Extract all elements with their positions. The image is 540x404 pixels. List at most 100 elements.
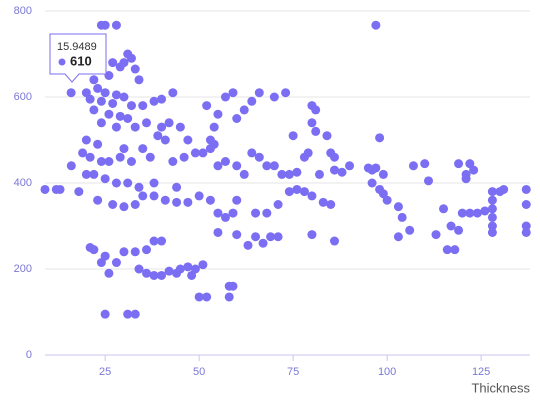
point: [149, 191, 159, 201]
point: [420, 159, 430, 169]
point: [111, 122, 121, 132]
point: [367, 165, 377, 175]
point: [108, 98, 118, 108]
point: [311, 105, 321, 115]
point: [74, 187, 84, 197]
point: [465, 208, 475, 218]
point: [179, 152, 189, 162]
point: [318, 197, 328, 207]
point: [138, 144, 148, 154]
point: [273, 232, 283, 242]
point: [126, 157, 136, 166]
point: [172, 182, 182, 192]
point: [104, 157, 114, 166]
point: [239, 169, 249, 179]
point: [96, 118, 106, 128]
point: [85, 94, 95, 104]
point: [205, 195, 215, 205]
point: [172, 268, 182, 278]
point: [281, 88, 291, 98]
point: [284, 169, 294, 179]
point: [228, 208, 238, 218]
point: [100, 20, 110, 30]
point: [183, 135, 193, 145]
point: [96, 258, 106, 268]
point: [93, 139, 103, 149]
point: [187, 270, 197, 280]
point: [307, 118, 317, 128]
point: [145, 152, 155, 162]
point: [202, 101, 212, 111]
point: [224, 292, 234, 302]
point: [104, 71, 114, 80]
y-tick-label: 200: [14, 263, 32, 275]
x-tick-label: 50: [193, 366, 205, 378]
point: [220, 212, 230, 222]
point: [89, 105, 99, 115]
point: [382, 195, 392, 205]
point: [123, 309, 133, 319]
point: [405, 225, 415, 235]
point: [397, 212, 407, 222]
point: [345, 161, 355, 171]
point: [329, 152, 339, 162]
point: [457, 208, 467, 218]
point: [307, 230, 317, 240]
y-tick-label: 400: [14, 177, 32, 189]
point: [168, 88, 178, 98]
point: [111, 20, 121, 30]
point: [314, 169, 324, 179]
point: [153, 131, 163, 141]
point: [423, 176, 433, 186]
point: [521, 227, 531, 237]
point: [213, 161, 223, 171]
point: [277, 169, 287, 179]
point: [266, 232, 276, 242]
tooltip: 15.9489 610: [49, 33, 107, 83]
point: [198, 260, 208, 270]
point: [262, 208, 272, 218]
point: [134, 182, 144, 192]
point: [126, 101, 136, 111]
point: [164, 266, 174, 276]
point: [311, 126, 321, 136]
point: [213, 208, 223, 218]
point: [254, 88, 264, 98]
point: [89, 245, 99, 255]
point: [164, 118, 174, 128]
point: [126, 53, 136, 63]
point: [111, 258, 121, 268]
point: [198, 148, 208, 158]
point: [160, 195, 170, 205]
point: [142, 118, 152, 128]
point: [66, 88, 76, 98]
point: [442, 245, 452, 255]
point: [190, 148, 200, 158]
point: [209, 139, 219, 149]
point: [232, 161, 242, 171]
x-tick-label: 125: [472, 366, 490, 378]
point: [96, 157, 106, 166]
point: [337, 167, 347, 177]
point: [119, 144, 129, 154]
point: [149, 270, 159, 280]
point: [123, 114, 133, 123]
point: [232, 114, 242, 123]
point: [104, 109, 114, 119]
point: [55, 184, 65, 194]
point: [322, 131, 332, 141]
point: [157, 94, 167, 104]
point: [134, 75, 144, 85]
point: [487, 204, 497, 214]
point: [160, 135, 170, 145]
point: [213, 227, 223, 237]
point: [228, 281, 238, 291]
point: [469, 165, 479, 175]
point: [138, 101, 148, 111]
point: [40, 184, 50, 194]
point: [111, 178, 121, 188]
point: [157, 122, 167, 132]
point: [446, 221, 456, 231]
point: [175, 122, 185, 132]
x-tick-label: 75: [287, 366, 299, 378]
